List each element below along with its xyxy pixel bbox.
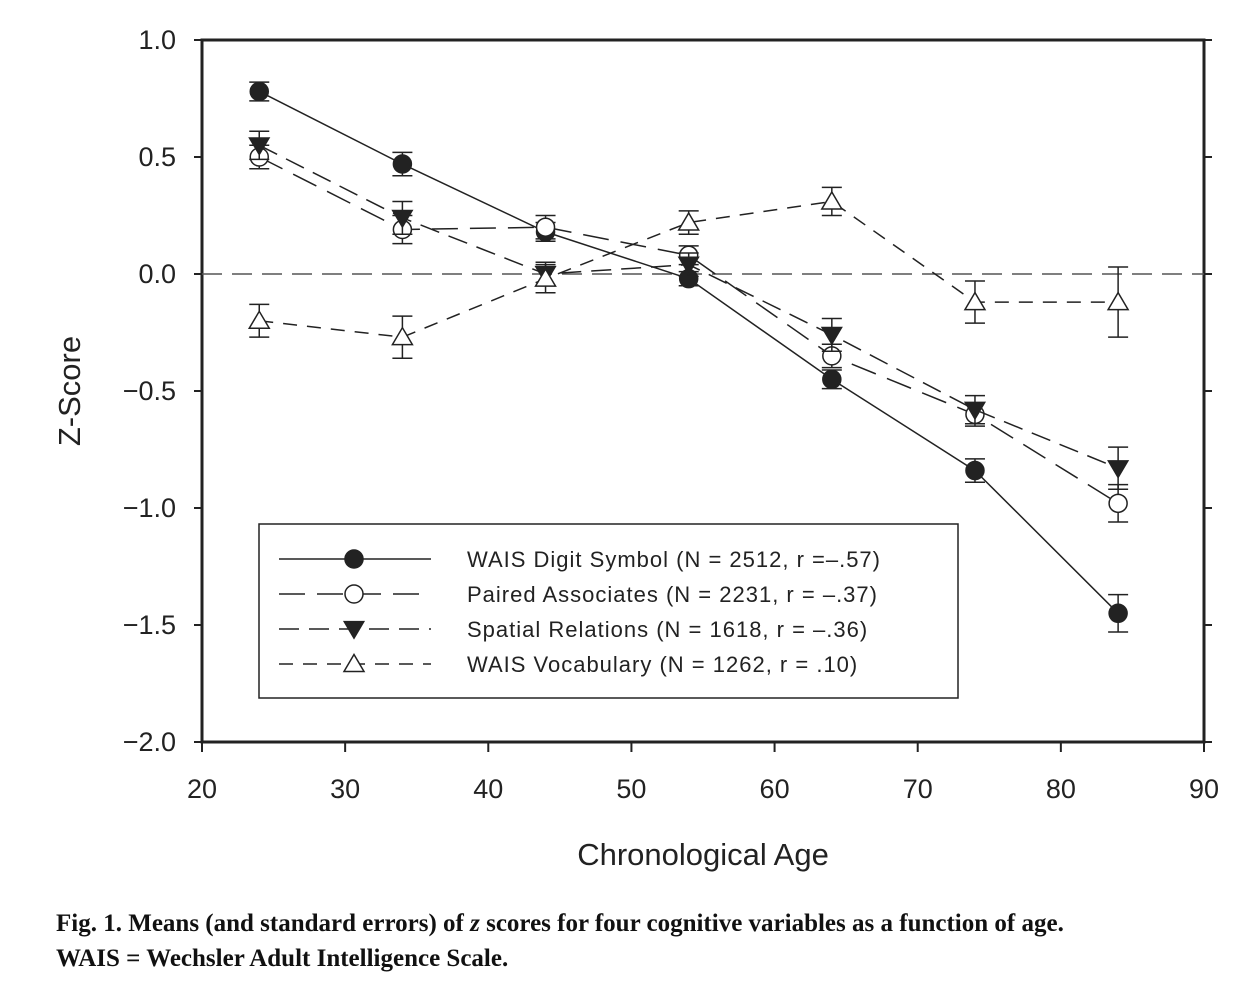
legend-label: Spatial Relations (N = 1618, r = –.36)	[467, 617, 868, 642]
data-point	[248, 137, 271, 156]
legend-marker	[344, 584, 364, 604]
x-axis-title: Chronological Age	[577, 837, 829, 872]
x-axis: 20 30 40 50 60 70 80 90	[187, 742, 1219, 804]
y-axis: 1.0 0.5 0.0 −0.5 −1.0 −1.5 −2.0	[123, 25, 1212, 757]
figure-caption: Fig. 1. Means (and standard errors) of z…	[56, 906, 1226, 976]
x-tick-label: 50	[616, 774, 646, 804]
legend-label: WAIS Vocabulary (N = 1262, r = .10)	[467, 652, 858, 677]
data-point	[822, 369, 842, 390]
data-point	[391, 209, 414, 229]
legend: WAIS Digit Symbol (N = 2512, r =–.57) Pai…	[258, 523, 959, 699]
data-point	[963, 401, 987, 421]
data-point	[391, 326, 414, 346]
data-point	[1108, 493, 1128, 514]
data-point	[820, 190, 844, 210]
data-point	[965, 460, 985, 481]
x-tick-label: 60	[760, 774, 790, 804]
x-tick-label: 20	[187, 774, 217, 804]
legend-marker	[342, 620, 366, 640]
line-chart: 1.0 0.5 0.0 −0.5 −1.0 −1.5 −2.0 20 30 40 50 60 70 80…	[52, 25, 1219, 872]
data-point	[1108, 603, 1128, 624]
x-tick-label: 90	[1189, 774, 1219, 804]
y-tick-label: 1.0	[138, 25, 176, 55]
series-line	[258, 144, 1119, 469]
legend-marker	[342, 653, 366, 673]
caption-italic-z: z	[470, 910, 480, 937]
series-4	[247, 186, 1130, 359]
data-point	[392, 154, 413, 174]
data-point	[534, 267, 557, 287]
caption-line-2: WAIS = Wechsler Adult Intelligence Scale…	[56, 945, 509, 972]
data-point	[1107, 460, 1130, 479]
x-tick-label: 40	[473, 774, 503, 804]
legend-box	[258, 523, 959, 699]
y-tick-label: −2.0	[123, 727, 176, 757]
data-point	[249, 81, 270, 102]
caption-text-1: Means (and standard errors) of	[128, 910, 471, 937]
data-point	[963, 291, 987, 311]
y-tick-label: −0.5	[123, 376, 176, 406]
data-point	[677, 211, 700, 231]
series-3	[248, 130, 1130, 491]
data-point	[247, 309, 271, 330]
series-1	[249, 81, 1129, 633]
legend-label: Paired Associates (N = 2231, r = –.37)	[467, 582, 878, 607]
legend-marker	[344, 549, 364, 569]
y-tick-label: 0.0	[138, 259, 176, 289]
legend-label: WAIS Digit Symbol (N = 2512, r =–.57)	[467, 547, 881, 572]
series-line	[258, 156, 1119, 504]
figure-label: Fig. 1.	[56, 910, 122, 937]
y-tick-label: −1.0	[123, 493, 176, 523]
data-point	[677, 256, 700, 276]
x-tick-label: 70	[903, 774, 933, 804]
y-tick-label: −1.5	[123, 610, 176, 640]
y-tick-label: 0.5	[138, 142, 176, 172]
data-point	[820, 326, 843, 346]
x-tick-label: 30	[330, 774, 360, 804]
data-point	[1106, 291, 1130, 311]
caption-text-2: scores for four cognitive variables as a…	[479, 910, 1064, 937]
series-layer	[247, 81, 1130, 633]
data-point	[535, 217, 556, 237]
y-axis-title: Z-Score	[52, 336, 87, 446]
x-tick-label: 80	[1046, 774, 1076, 804]
series-2	[249, 144, 1129, 523]
